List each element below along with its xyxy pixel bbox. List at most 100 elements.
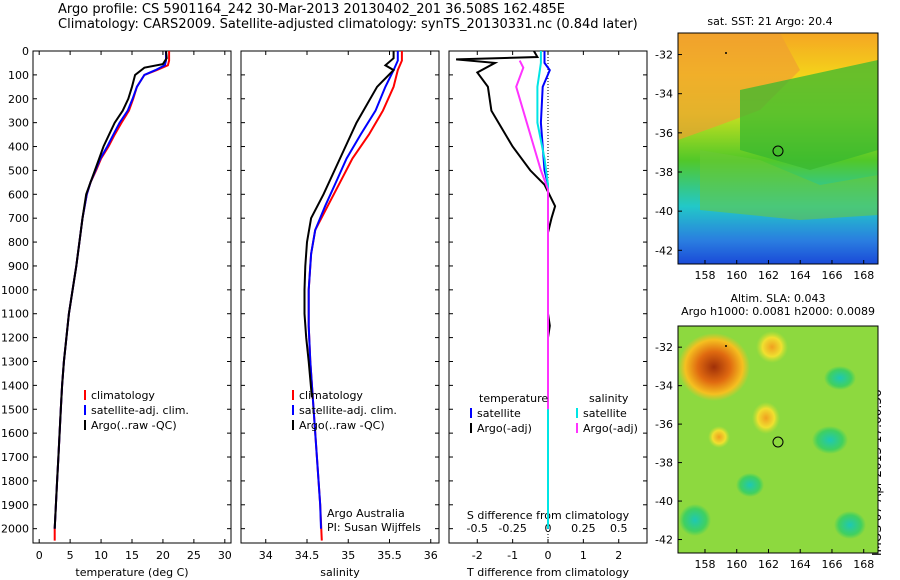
difference-top-tick-label: 0.25 [571,522,596,535]
map-ytick-label: -40 [655,205,673,218]
salinity-xtick-label: 36 [424,549,438,562]
map-xtick-label: 164 [790,558,811,571]
sst-warm-patch [678,33,800,140]
map-xtick-label: 164 [790,269,811,282]
depth-tick-label: 2000 [1,523,29,536]
panel-salinity: 34 34.5 35 35.5 36 salinity climatology satelli… [240,50,440,579]
depth-tick-label: 1100 [1,308,29,321]
difference-xtick-label: 2 [615,549,622,562]
depth-tick-label: 1200 [1,332,29,345]
map-xtick-label: 160 [726,269,747,282]
map-ytick-label: -38 [655,166,673,179]
legend-label: satellite-adj. clim. [91,404,189,417]
sla-map-axes: 158 160 162 164 166 168 -32 -34 -36 -38 -40 -42 [655,341,874,571]
sla-dot [725,345,727,347]
temperature-xtick-label: 5 [67,549,74,562]
map-ytick-label: -36 [655,127,673,140]
map-xtick-label: 168 [853,269,874,282]
sla-eddy-cool2 [812,426,848,454]
depth-tick-label: 500 [8,164,29,177]
salinity-xtick-label: 35.5 [377,549,402,562]
difference-xtick-label: 1 [580,549,587,562]
legend-label: climatology [299,389,363,402]
depth-tick-label: 700 [8,212,29,225]
depth-tick-label: 1000 [1,284,29,297]
temperature-xtick-label: 30 [218,549,232,562]
sla-eddy-cool3 [679,504,711,536]
depth-tick-label: 400 [8,141,29,154]
map-ytick-label: -38 [655,457,673,470]
panel-difference: -2 -1 0 1 2 T difference from climatology -0.5… [448,50,648,579]
sla-eddy-warm2 [752,402,780,434]
depth-tick-label: 1600 [1,427,29,440]
sla-eddy-cool5 [834,511,866,539]
sst-map-axes: 158 160 162 164 166 168 -32 -34 -36 -38 -40 -42 [655,49,874,282]
salinity-xtick-label: 35 [341,549,355,562]
sst-green-patch [740,60,878,170]
legend-label: satellite-adj. clim. [299,404,397,417]
sla-map-frame [677,325,879,554]
sla-eddy-warm3 [708,426,730,448]
salinity-series [303,51,403,541]
sla-eddy-warm1 [756,331,788,363]
map-ytick-label: -34 [655,88,673,101]
sst-profile-marker [772,145,784,157]
depth-tick-label: 900 [8,260,29,273]
legend-label: salinity [589,392,629,405]
depth-tick-label: 0 [22,45,29,58]
depth-tick-label: 1700 [1,451,29,464]
map-xtick-label: 158 [694,269,715,282]
panel-temperature: 0 5 10 15 20 25 30 temperature (deg C) 0 100 200 30… [1,45,232,579]
map-ytick-label: -32 [655,341,673,354]
difference-xtick-label: -2 [472,549,483,562]
series-line [53,50,168,529]
title-line1: Argo profile: CS 5901164_242 30-Mar-2013… [58,2,566,17]
series-line [536,51,549,529]
map-xtick-label: 158 [694,558,715,571]
temperature-frame [32,50,232,544]
map-xtick-label: 160 [726,558,747,571]
depth-tick-label: 1300 [1,355,29,368]
legend-label: Argo(..raw -QC) [299,419,385,432]
temperature-xtick-label: 20 [156,549,170,562]
legend-label: temperature [479,392,548,405]
salinity-xlabel: salinity [320,566,360,579]
map-ytick-label: -42 [655,534,673,547]
sst-map: sat. SST: 21 Argo: 20.4 158 160 162 164 166 1… [655,15,879,282]
legend-label: satellite [583,407,627,420]
sla-map-title-2: Argo h1000: 0.0081 h2000: 0.0089 [681,305,875,318]
legend-label: Argo(-adj) [583,422,638,435]
depth-tick-label: 600 [8,188,29,201]
difference-xtick-label: -1 [507,549,518,562]
depth-tick-label: 300 [8,117,29,130]
temperature-xtick-label: 0 [36,549,43,562]
legend-label: climatology [91,389,155,402]
title-line2: Climatology: CARS2009. Satellite-adjuste… [58,17,638,32]
difference-top-tick-label: -0.25 [498,522,526,535]
map-ytick-label: -42 [655,244,673,257]
temperature-xtick-label: 10 [94,549,108,562]
annotation-text: Argo Australia [327,507,405,520]
difference-top-tick-label: 0.5 [610,522,628,535]
map-ytick-label: -32 [655,49,673,62]
temperature-xlabel: temperature (deg C) [75,566,188,579]
map-ytick-label: -40 [655,495,673,508]
map-xtick-label: 162 [758,269,779,282]
temperature-xtick-label: 25 [187,549,201,562]
salinity-xtick-label: 34 [259,549,273,562]
sst-mid-patch [700,150,878,220]
legend-label: Argo(-adj) [477,422,532,435]
sla-profile-marker [772,436,784,448]
sla-map-title-1: Altim. SLA: 0.043 [730,292,825,305]
map-xtick-label: 166 [821,269,842,282]
annotation-text: PI: Susan Wijffels [327,521,421,534]
sla-eddy-cool1 [824,366,856,390]
depth-tick-label: 1900 [1,499,29,512]
difference-xlabel: T difference from climatology [466,566,629,579]
difference-xtick-label: 0 [545,549,552,562]
sst-dot [725,52,727,54]
series-line [307,51,399,529]
difference-top-tick-label: -0.5 [467,522,488,535]
